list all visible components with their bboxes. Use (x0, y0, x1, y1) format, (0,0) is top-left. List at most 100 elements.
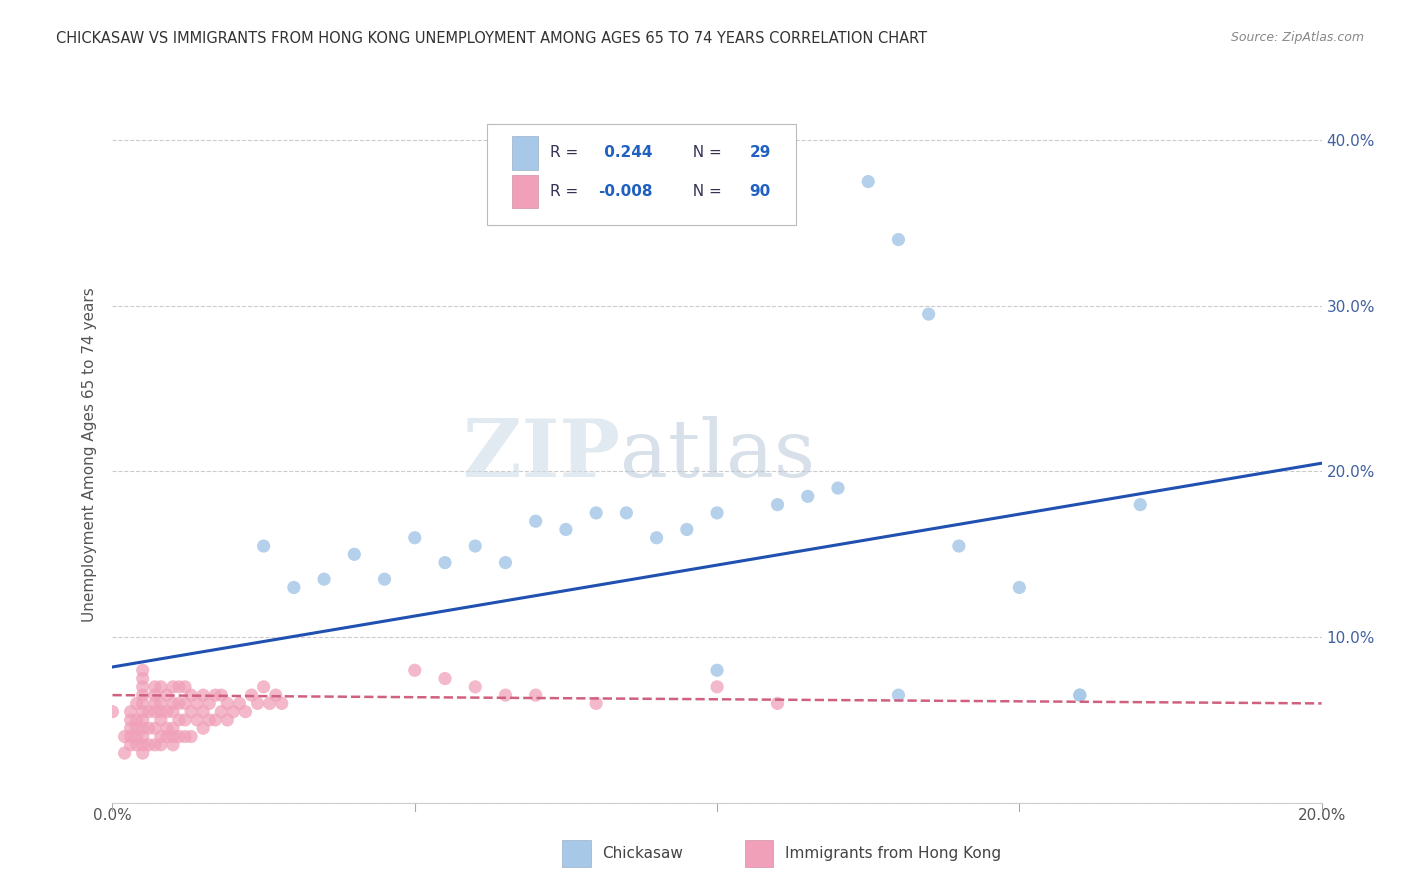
FancyBboxPatch shape (488, 124, 796, 226)
Point (1008, 581, 1031, 595)
Point (138, 738, 160, 752)
Point (180, 705, 202, 719)
Point (314, 572, 336, 586)
Bar (512, 175, 538, 208)
Point (1069, 688, 1091, 702)
Point (198, 697, 221, 711)
Point (495, 688, 517, 702)
Point (162, 738, 184, 752)
Point (125, 730, 148, 744)
Point (132, 705, 155, 719)
Point (162, 697, 184, 711)
Point (132, 730, 155, 744)
Point (149, 705, 172, 719)
Point (120, 730, 142, 744)
Point (120, 721, 142, 735)
Point (143, 721, 166, 735)
Text: 0.244: 0.244 (599, 145, 652, 161)
Point (132, 697, 155, 711)
Point (217, 713, 239, 727)
Point (766, 498, 789, 512)
Point (204, 713, 226, 727)
Point (125, 738, 148, 752)
Point (149, 713, 172, 727)
Text: 90: 90 (749, 184, 770, 199)
Text: Source: ZipAtlas.com: Source: ZipAtlas.com (1230, 31, 1364, 45)
Y-axis label: Unemployment Among Ages 65 to 74 years: Unemployment Among Ages 65 to 74 years (82, 287, 97, 623)
Point (240, 688, 263, 702)
Point (138, 705, 160, 719)
Point (918, 307, 941, 321)
Point (222, 705, 245, 719)
Text: N =: N = (683, 184, 727, 199)
Point (132, 672, 155, 686)
Point (186, 713, 208, 727)
Point (167, 680, 190, 694)
Point (827, 481, 849, 495)
Point (616, 506, 638, 520)
Point (433, 556, 456, 570)
Point (283, 581, 305, 595)
Point (464, 680, 486, 694)
Point (675, 523, 697, 537)
Point (264, 688, 287, 702)
Point (235, 705, 257, 719)
Point (174, 680, 197, 694)
Point (101, 705, 124, 719)
Point (253, 680, 276, 694)
Point (143, 680, 166, 694)
Text: 29: 29 (749, 145, 770, 161)
Point (114, 746, 136, 760)
Point (149, 730, 172, 744)
Point (138, 721, 160, 735)
Point (585, 697, 607, 711)
Point (217, 697, 239, 711)
Point (495, 556, 517, 570)
Text: CHICKASAW VS IMMIGRANTS FROM HONG KONG UNEMPLOYMENT AMONG AGES 65 TO 74 YEARS CO: CHICKASAW VS IMMIGRANTS FROM HONG KONG U… (56, 31, 928, 46)
Point (156, 705, 179, 719)
Point (156, 688, 179, 702)
Point (143, 738, 166, 752)
Text: N =: N = (683, 145, 727, 161)
Point (228, 697, 250, 711)
Point (706, 506, 728, 520)
Point (162, 730, 184, 744)
Point (343, 547, 366, 561)
Point (209, 705, 232, 719)
Point (149, 697, 172, 711)
Point (162, 721, 184, 735)
Point (120, 713, 142, 727)
Point (404, 663, 426, 677)
Point (404, 531, 426, 545)
Point (125, 721, 148, 735)
Point (167, 730, 190, 744)
Point (766, 697, 789, 711)
Point (706, 663, 728, 677)
Point (167, 713, 190, 727)
Text: atlas: atlas (620, 416, 815, 494)
Point (374, 572, 396, 586)
Point (132, 721, 155, 735)
Point (156, 730, 179, 744)
Point (143, 688, 166, 702)
Point (253, 539, 276, 553)
Point (204, 688, 226, 702)
Text: -0.008: -0.008 (599, 184, 652, 199)
Point (125, 713, 148, 727)
Point (143, 705, 166, 719)
Point (132, 663, 155, 677)
Point (856, 175, 880, 189)
Text: Chickasaw: Chickasaw (602, 847, 683, 861)
Point (156, 721, 179, 735)
Point (132, 688, 155, 702)
Point (149, 738, 172, 752)
Point (120, 705, 142, 719)
Point (191, 705, 214, 719)
Point (132, 680, 155, 694)
Point (180, 688, 202, 702)
Point (174, 713, 197, 727)
Point (143, 697, 166, 711)
Point (948, 539, 970, 553)
Text: R =: R = (550, 184, 583, 199)
Point (180, 730, 202, 744)
